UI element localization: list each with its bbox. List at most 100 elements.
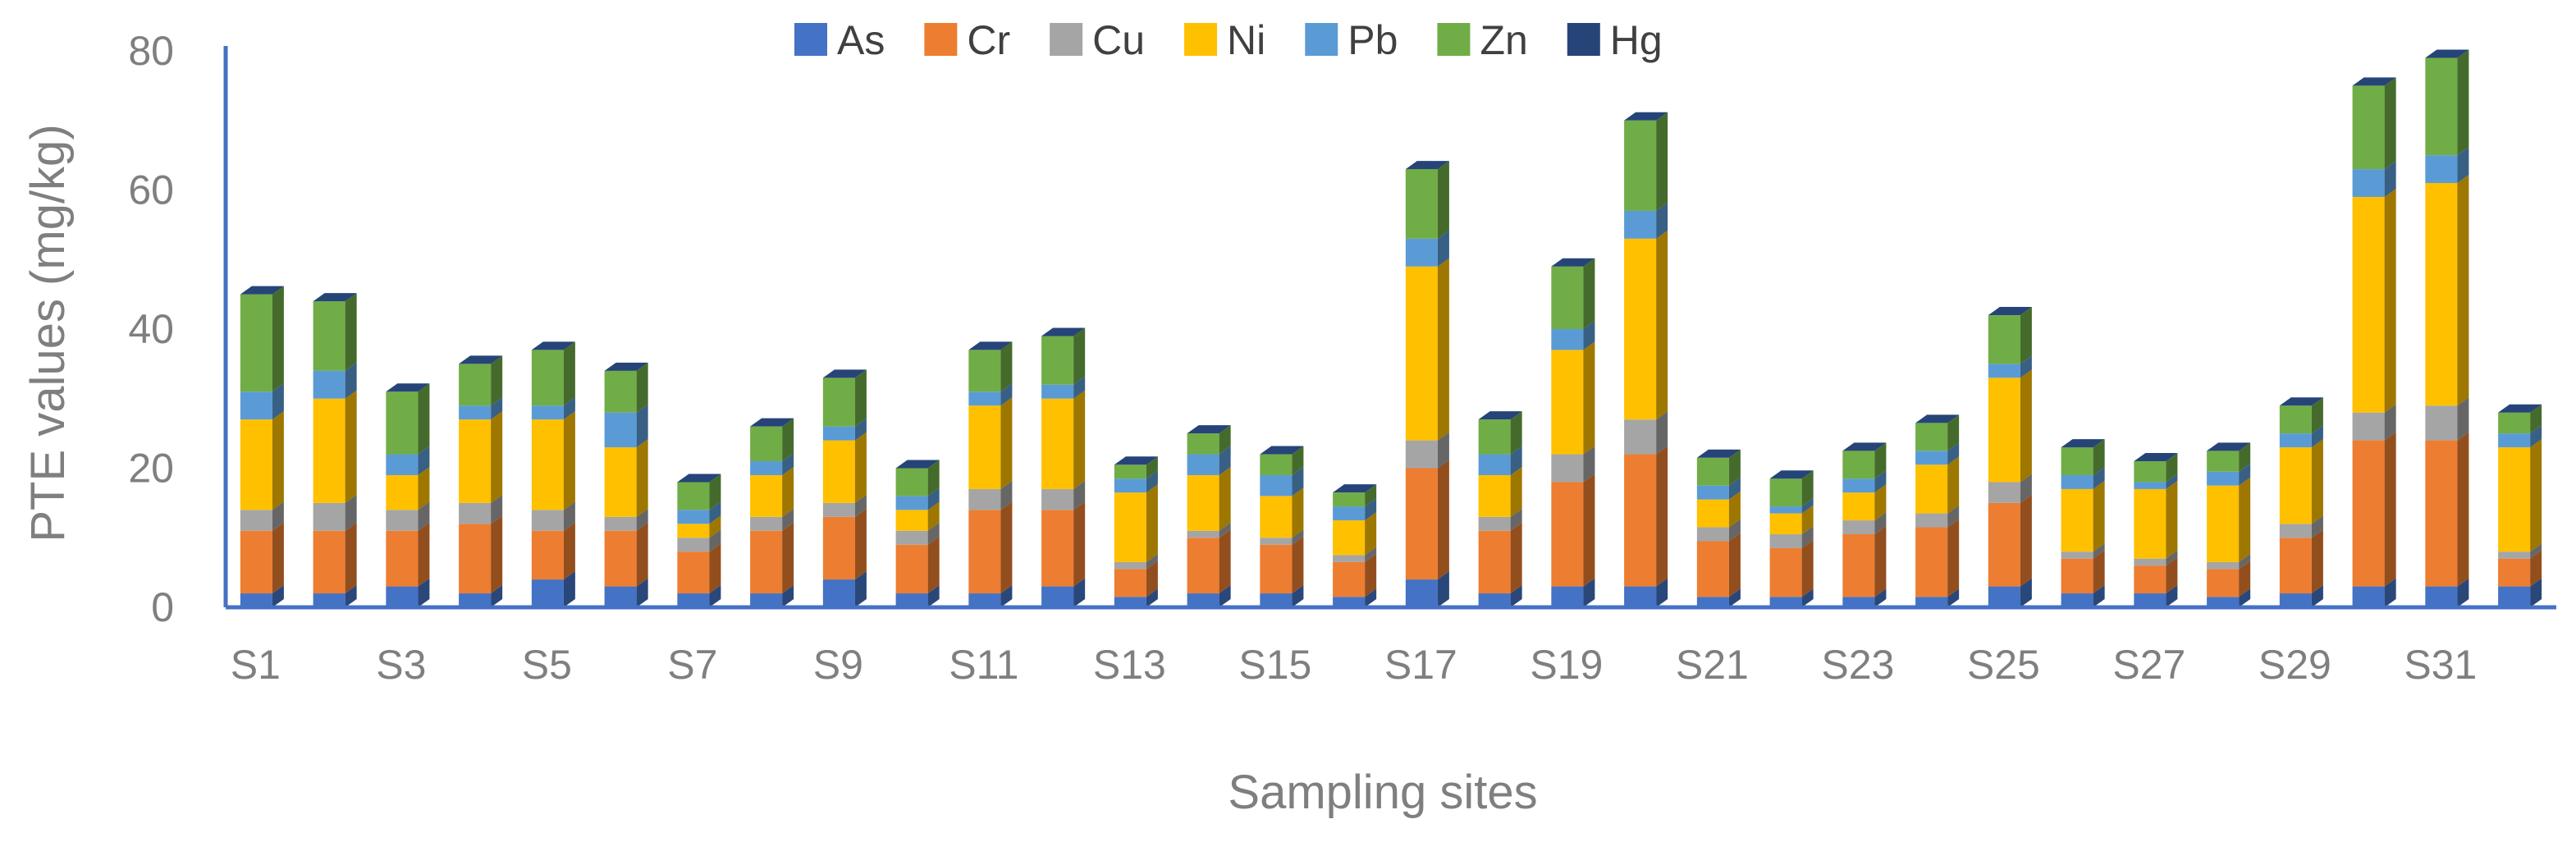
bar-stack-s9 (822, 369, 867, 607)
bar-stack-s27 (2134, 453, 2178, 607)
bar-stack-s23 (1842, 442, 1887, 607)
bar-top-cap-s28 (2207, 442, 2251, 451)
bar-s8-as (750, 585, 794, 607)
bar-s5-pb (531, 397, 575, 420)
bar-s31-zn (2425, 49, 2469, 156)
bar-s32-zn (2498, 404, 2542, 434)
bar-s10-cr (895, 536, 940, 594)
x-tick-label-s5: S5 (522, 642, 572, 688)
x-tick-label-s1: S1 (231, 642, 281, 688)
bar-s9-cu (822, 494, 867, 517)
bar-s29-pb (2279, 425, 2323, 448)
legend-label-hg: Hg (1610, 17, 1663, 63)
y-tick-label-0: 0 (151, 584, 174, 630)
bar-stack-s7 (677, 474, 721, 607)
bar-s2-pb (313, 362, 357, 399)
bar-s25-pb (1988, 355, 2032, 378)
bar-s16-cr (1333, 553, 1377, 597)
bar-s5-as (531, 571, 575, 607)
bar-s23-pb (1842, 470, 1887, 493)
legend-swatch-cr (924, 23, 958, 56)
bar-s17-cu (1405, 432, 1449, 469)
bar-stack-s25 (1988, 307, 2032, 607)
x-tick-label-s11: S11 (949, 642, 1018, 688)
bar-s8-ni (750, 466, 794, 517)
x-tick-labels: S1 S3 S5 S7 S9 S11 S13 S15 S17 S19 S21 S23 S25 S27 S29… (231, 642, 2478, 688)
bar-stack-s11 (968, 341, 1013, 607)
bar-stack-s2 (313, 293, 357, 607)
bar-s14-zn (1187, 425, 1231, 455)
bar-s31-cr (2425, 432, 2469, 587)
bar-s15-ni (1260, 487, 1304, 538)
bar-s19-zn (1551, 258, 1595, 329)
bar-s25-zn (1988, 307, 2032, 364)
bar-s19-cu (1551, 446, 1595, 483)
bar-s5-cu (531, 501, 575, 531)
bar-stack-s3 (386, 383, 430, 607)
bar-top-cap-s26 (2061, 439, 2105, 448)
x-tick-label-s23: S23 (1821, 642, 1894, 688)
bar-s14-ni (1187, 466, 1231, 531)
bar-s27-pb (2134, 474, 2178, 489)
bar-s13-pb (1114, 470, 1158, 493)
bar-stack-s15 (1260, 446, 1304, 607)
bar-s7-ni (677, 515, 721, 538)
bar-s17-pb (1405, 230, 1449, 267)
x-tick-label-s15: S15 (1238, 642, 1311, 688)
bar-s19-pb (1551, 321, 1595, 350)
bar-s15-pb (1260, 466, 1304, 497)
bar-s26-cr (2061, 550, 2105, 594)
bar-stack-s8 (750, 418, 794, 607)
x-tick-label-s7: S7 (667, 642, 717, 688)
legend-swatch-as (794, 23, 827, 56)
bar-stack-s22 (1769, 470, 1814, 607)
bar-s2-as (313, 585, 357, 607)
y-tick-label-40: 40 (128, 306, 174, 352)
bar-s30-ni (2352, 188, 2396, 413)
x-tick-label-s19: S19 (1530, 642, 1603, 688)
legend-label-pb: Pb (1347, 17, 1398, 63)
bar-s26-ni (2061, 480, 2105, 552)
bar-s16-cu (1333, 547, 1377, 562)
bar-stack-s14 (1187, 425, 1231, 607)
bar-s26-zn (2061, 439, 2105, 475)
bar-stack-s4 (459, 355, 503, 607)
bar-top-cap-s32 (2498, 404, 2542, 413)
bar-s32-cr (2498, 550, 2542, 587)
bar-s24-cu (1915, 505, 1960, 528)
x-tick-label-s27: S27 (2112, 642, 2185, 688)
bar-s19-cr (1551, 474, 1595, 587)
bar-s28-cr (2207, 561, 2251, 597)
bar-s30-cu (2352, 404, 2396, 441)
bar-s26-pb (2061, 466, 2105, 489)
bar-top-cap-s2 (313, 293, 357, 302)
bar-s20-cu (1624, 411, 1668, 455)
bar-s13-cr (1114, 561, 1158, 597)
bar-top-cap-s10 (895, 460, 940, 469)
legend-label-ni: Ni (1227, 17, 1265, 63)
bar-top-cap-s8 (750, 418, 794, 427)
bar-s3-cr (386, 522, 430, 587)
bar-s11-cu (968, 480, 1013, 510)
bar-s14-pb (1187, 446, 1231, 475)
legend-item-cr: Cr (924, 17, 1010, 63)
legend-label-zn: Zn (1480, 17, 1527, 63)
bar-s5-ni (531, 411, 575, 510)
bar-s23-zn (1842, 442, 1887, 479)
bar-stack-s18 (1478, 411, 1522, 607)
y-tick-label-20: 20 (128, 446, 174, 492)
bar-s4-pb (459, 397, 503, 420)
bar-s7-zn (677, 474, 721, 510)
bar-stack-s6 (604, 362, 648, 607)
bar-top-cap-s31 (2425, 49, 2469, 58)
bar-s12-as (1041, 578, 1086, 607)
bar-top-cap-s25 (1988, 307, 2032, 316)
bar-s3-ni (386, 466, 430, 510)
x-tick-label-s31: S31 (2404, 642, 2477, 688)
y-axis-title: PTE values (mg/kg) (21, 124, 75, 542)
bar-s22-as (1769, 588, 1814, 607)
bar-s4-cu (459, 494, 503, 524)
bar-top-cap-s11 (968, 341, 1013, 350)
